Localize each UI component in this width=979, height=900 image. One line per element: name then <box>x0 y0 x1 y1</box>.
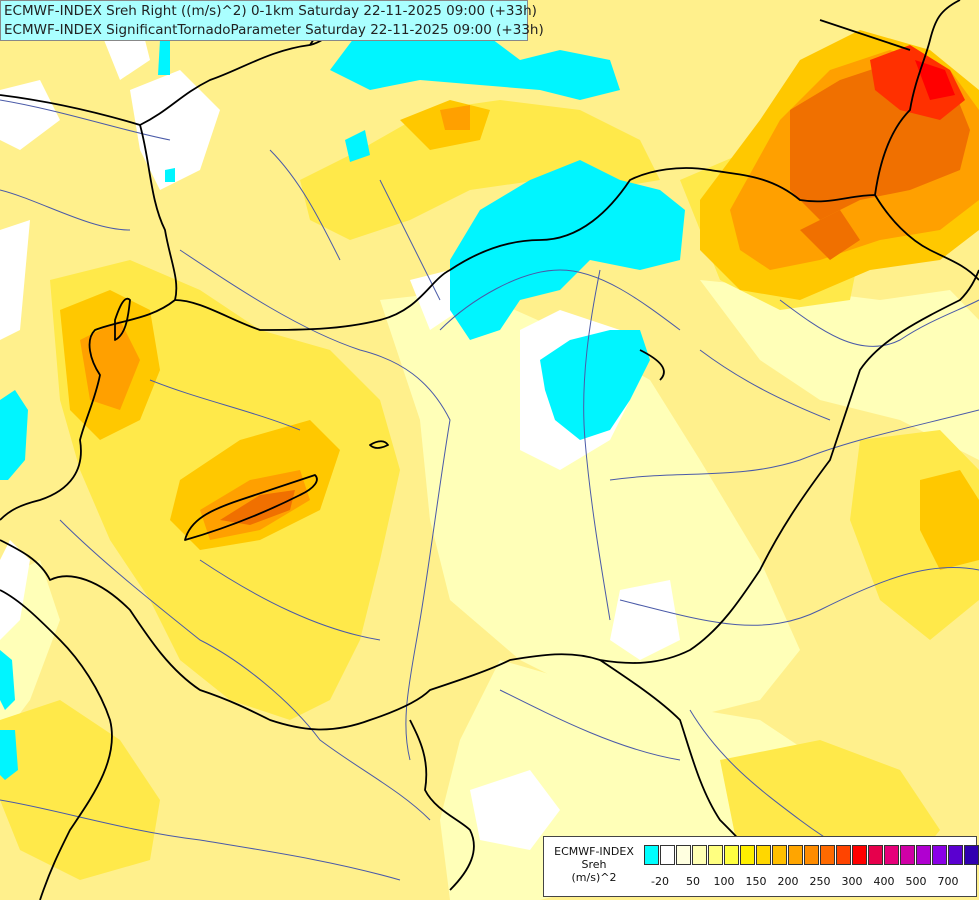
title-box: ECMWF-INDEX Sreh Right ((m/s)^2) 0-1km S… <box>0 0 544 41</box>
rivers <box>0 99 979 881</box>
legend-tick-label: 400 <box>873 875 895 888</box>
legend-tick-label: 150 <box>745 875 767 888</box>
legend-swatch <box>708 845 723 865</box>
legend-swatch <box>804 845 819 865</box>
legend-tick-label: 300 <box>841 875 863 888</box>
legend-tick-label: 100 <box>713 875 735 888</box>
legend-swatch <box>820 845 835 865</box>
legend-label-line2: Sreh <box>581 858 607 871</box>
legend-swatch <box>884 845 899 865</box>
legend-tick-label: -20 <box>651 875 669 888</box>
legend-swatch <box>676 845 691 865</box>
legend-swatch <box>932 845 947 865</box>
legend-swatch <box>740 845 755 865</box>
legend-swatch <box>868 845 883 865</box>
legend-tick-label: 200 <box>777 875 799 888</box>
legend-ticks: -20 50 100 150 200 250 300 400 500 700 <box>644 875 974 889</box>
legend-swatch <box>788 845 803 865</box>
legend-swatch <box>948 845 963 865</box>
legend-swatch <box>660 845 675 865</box>
legend-tick-label: 250 <box>809 875 831 888</box>
legend-swatch <box>836 845 851 865</box>
legend-tick-label: 500 <box>905 875 927 888</box>
legend-swatch <box>964 845 979 865</box>
legend-swatch <box>900 845 915 865</box>
chart-title-line-2: ECMWF-INDEX SignificantTornadoParameter … <box>4 22 544 38</box>
legend-swatches <box>644 845 979 867</box>
legend-tick-label: 700 <box>937 875 959 888</box>
legend-label-line1: ECMWF-INDEX <box>554 845 634 858</box>
legend-tick-label: 50 <box>686 875 700 888</box>
legend-swatch <box>644 845 659 865</box>
legend-swatch <box>724 845 739 865</box>
legend-swatch <box>772 845 787 865</box>
legend-swatch <box>916 845 931 865</box>
chart-title-line-1: ECMWF-INDEX Sreh Right ((m/s)^2) 0-1km S… <box>4 3 537 19</box>
legend-swatch <box>852 845 867 865</box>
legend-swatch <box>756 845 771 865</box>
color-legend: ECMWF-INDEX Sreh (m/s)^2 -20 50 100 150 200 2… <box>543 836 979 897</box>
legend-label-line3: (m/s)^2 <box>571 871 617 884</box>
legend-swatch <box>692 845 707 865</box>
legend-label: ECMWF-INDEX Sreh (m/s)^2 <box>548 845 640 884</box>
